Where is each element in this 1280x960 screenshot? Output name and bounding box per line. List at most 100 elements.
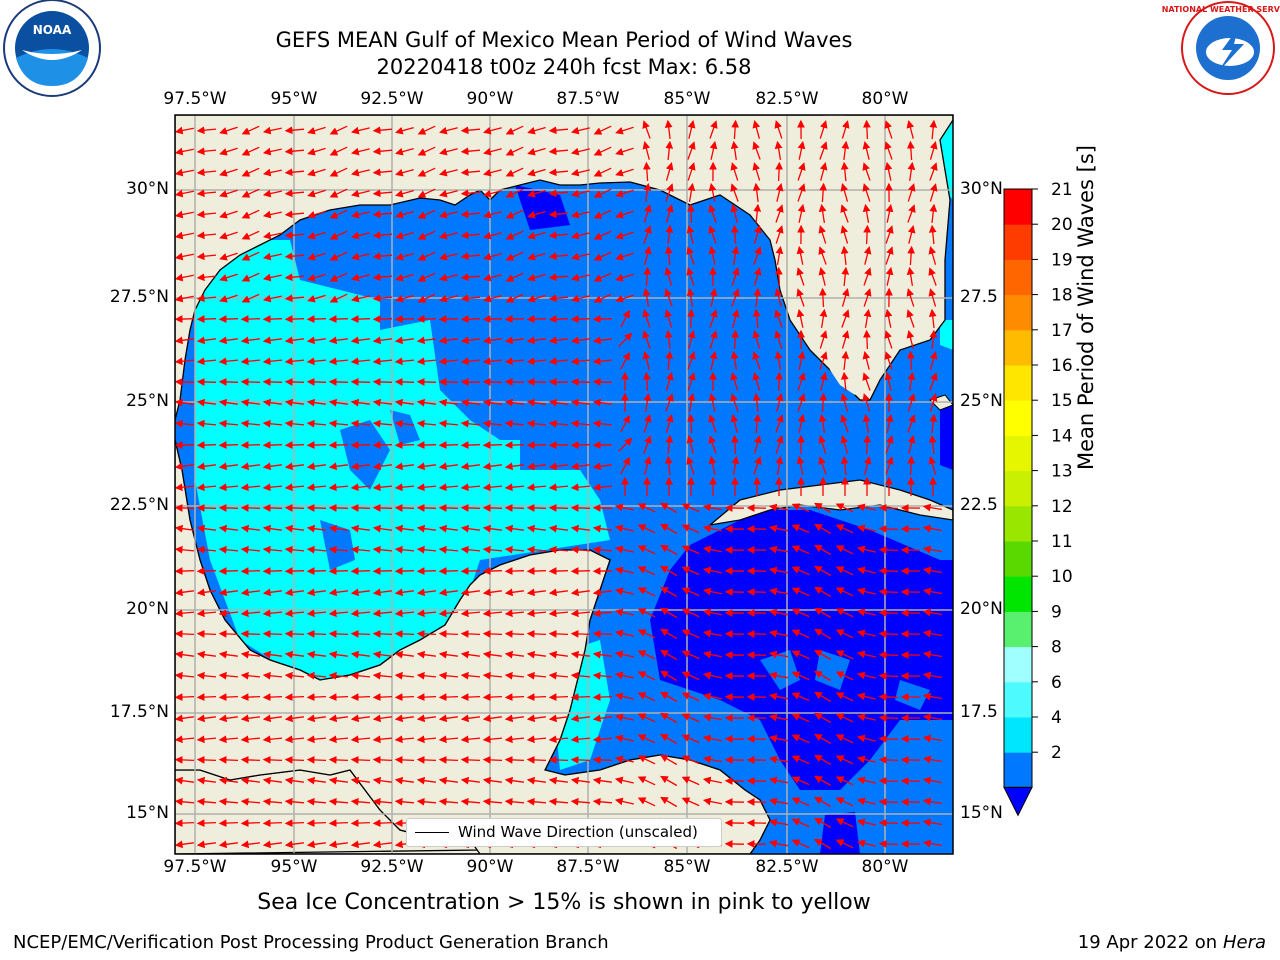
wind-arrow <box>439 126 458 135</box>
wind-arrow <box>907 414 916 433</box>
wind-arrow <box>856 524 876 533</box>
wind-arrow <box>350 629 371 638</box>
wind-arrow <box>196 714 216 723</box>
wind-arrow <box>702 713 722 722</box>
wind-arrow <box>307 273 326 282</box>
noaa-logo-text: NOAA <box>33 23 72 37</box>
wind-arrow <box>505 146 524 156</box>
wind-arrow <box>482 776 502 785</box>
wind-arrow <box>885 435 894 454</box>
wind-arrow <box>856 734 876 743</box>
wind-arrow <box>328 441 349 449</box>
wind-arrow <box>570 336 590 345</box>
wind-arrow <box>791 566 810 576</box>
wind-arrow <box>592 315 613 323</box>
wind-arrow <box>637 692 656 702</box>
wind-arrow <box>175 524 194 533</box>
wind-arrow <box>395 147 414 156</box>
wind-arrow <box>372 545 393 554</box>
wind-arrow <box>372 609 393 618</box>
wind-arrow <box>262 357 283 366</box>
wind-arrow <box>884 351 893 370</box>
wind-arrow <box>592 776 612 785</box>
wind-arrow <box>262 126 282 135</box>
wind-arrow <box>196 693 217 702</box>
wind-arrow <box>175 357 195 366</box>
lon-tick-top: 90°W <box>466 89 514 109</box>
wind-arrow <box>372 336 392 345</box>
wind-arrow <box>284 567 305 575</box>
wind-arrow <box>262 419 283 428</box>
wind-arrow <box>592 398 612 407</box>
wind-arrow <box>306 714 326 723</box>
wind-arrow <box>642 141 651 160</box>
wind-arrow <box>241 251 260 261</box>
wind-arrow <box>791 671 810 681</box>
wind-arrow <box>863 288 872 307</box>
wind-arrow <box>665 224 674 244</box>
wind-arrow <box>841 309 850 328</box>
wind-arrow <box>284 755 305 764</box>
wind-arrow <box>592 419 613 428</box>
wind-arrow <box>372 419 393 428</box>
wind-arrow <box>709 287 718 307</box>
wind-arrow <box>218 776 238 785</box>
wind-arrow <box>681 566 700 576</box>
wind-arrow <box>660 670 678 682</box>
wind-arrow <box>702 608 722 617</box>
wind-arrow <box>863 456 872 475</box>
wind-arrow <box>548 294 569 303</box>
wind-arrow <box>526 776 546 785</box>
wind-arrow <box>306 545 327 554</box>
wind-arrow <box>664 455 673 476</box>
wind-arrow <box>328 609 349 618</box>
colorbar-tick-label: 15 <box>1051 391 1073 411</box>
wind-arrow <box>592 629 613 638</box>
wind-arrow <box>665 393 674 412</box>
wind-arrow <box>284 797 305 806</box>
wind-arrow <box>922 608 943 617</box>
wind-arrow <box>592 524 612 533</box>
wind-arrow <box>775 245 784 266</box>
wind-arrow <box>753 435 762 454</box>
colorbar-swatch <box>1004 505 1032 542</box>
wind-arrow <box>482 441 503 449</box>
wind-arrow <box>878 839 899 848</box>
wind-arrow <box>351 252 370 261</box>
wind-arrow <box>819 162 828 181</box>
wind-arrow <box>660 628 678 640</box>
wind-arrow <box>791 587 810 597</box>
wind-arrow <box>592 609 613 618</box>
wind-arrow <box>307 294 326 303</box>
wind-arrow <box>797 140 806 160</box>
wind-arrow <box>620 309 630 328</box>
wind-arrow <box>262 797 283 806</box>
wind-arrow <box>218 588 238 597</box>
wind-arrow <box>175 315 195 323</box>
wind-arrow <box>262 462 282 471</box>
legend: Wind Wave Direction (unscaled) <box>406 818 722 847</box>
lat-tick-right: 27.5 <box>960 287 998 307</box>
wind-arrow <box>328 524 348 533</box>
colorbar-tick-label: 19 <box>1051 250 1073 270</box>
wind-arrow <box>196 629 217 638</box>
wind-arrow <box>835 524 854 534</box>
lat-tick-left: 22.5°N <box>109 495 169 515</box>
lat-tick-left: 20°N <box>126 599 169 619</box>
wind-arrow <box>218 315 239 323</box>
wind-arrow <box>863 308 872 329</box>
wind-arrow <box>768 629 788 638</box>
wind-arrow <box>460 483 481 492</box>
wind-arrow <box>241 167 260 177</box>
wind-arrow <box>878 587 899 596</box>
wind-arrow <box>548 441 569 449</box>
wind-arrow <box>505 125 524 135</box>
wind-arrow <box>372 483 393 492</box>
wind-arrow <box>438 588 458 597</box>
wind-arrow <box>438 671 459 680</box>
wind-arrow <box>328 545 349 554</box>
wind-arrow <box>262 210 282 219</box>
wind-arrow <box>196 840 216 849</box>
wind-arrow <box>768 734 788 743</box>
wind-arrow <box>929 372 938 391</box>
